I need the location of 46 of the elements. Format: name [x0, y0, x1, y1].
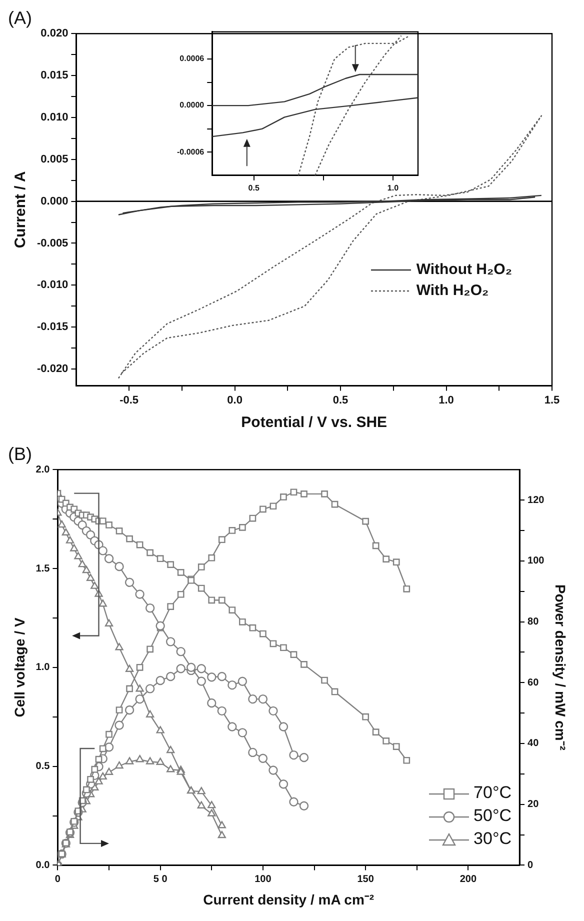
x-tick-label: 5 0	[153, 874, 168, 885]
x-axis-title: Current density / mA cm⁻²	[203, 891, 374, 908]
chart-title: (B)	[8, 444, 32, 464]
legend-label: With H₂O₂	[416, 280, 489, 301]
y-tick-label: 0.005	[40, 153, 68, 166]
y-tick-label: -0.020	[36, 363, 68, 376]
y-tick-label: 0.0	[36, 860, 50, 871]
y-tick-label: -0.015	[36, 321, 68, 334]
x-tick-label: 1.0	[438, 394, 454, 406]
y-axis-title: Current / A	[12, 171, 30, 248]
y-tick-label: -0.0006	[176, 147, 205, 156]
chart-title: (A)	[8, 8, 32, 28]
y2-axis-title: Power density / mW cm⁻²	[552, 584, 569, 751]
legend-label: 70°C	[474, 782, 512, 804]
legend-label: 30°C	[474, 828, 512, 850]
x-tick-label: 200	[460, 874, 477, 885]
y2-tick-label: 0	[528, 860, 534, 871]
y2-tick-label: 120	[528, 494, 545, 506]
y-tick-label: 0.020	[40, 28, 68, 40]
y-tick-label: -0.005	[36, 237, 68, 250]
y2-tick-label: 40	[528, 738, 540, 750]
x-tick-label: 0.5	[332, 394, 348, 406]
x-tick-label: -0.5	[120, 394, 139, 406]
x-tick-label: 0	[54, 874, 61, 885]
x-tick-label: 0.0	[227, 394, 242, 406]
y-tick-label: 0.000	[40, 195, 68, 208]
y-tick-label: 1.0	[36, 662, 50, 674]
x-tick-label: 100	[254, 874, 272, 885]
y-tick-label: -0.010	[36, 279, 68, 292]
y-tick-label: 0.5	[36, 761, 50, 772]
legend-label: Without H₂O₂	[416, 260, 512, 280]
y-tick-label: 0.0000	[180, 100, 205, 110]
y-axis-title: Cell voltage / V	[11, 616, 28, 718]
y-tick-label: 1.5	[36, 563, 50, 574]
x-tick-label: 1.5	[544, 394, 560, 406]
y-tick-label: 2.0	[36, 464, 50, 476]
y-tick-label: 0.010	[40, 111, 68, 124]
x-axis-title: Potential / V vs. SHE	[241, 414, 388, 432]
x-tick-label: 150	[357, 874, 374, 885]
y2-tick-label: 100	[528, 556, 545, 567]
y2-tick-label: 60	[528, 677, 540, 688]
y-tick-label: 0.015	[40, 70, 68, 82]
y2-tick-label: 20	[528, 799, 540, 810]
y2-tick-label: 80	[528, 616, 540, 628]
legend-label: 50°C	[474, 805, 512, 828]
y-tick-label: 0.0006	[180, 54, 205, 64]
